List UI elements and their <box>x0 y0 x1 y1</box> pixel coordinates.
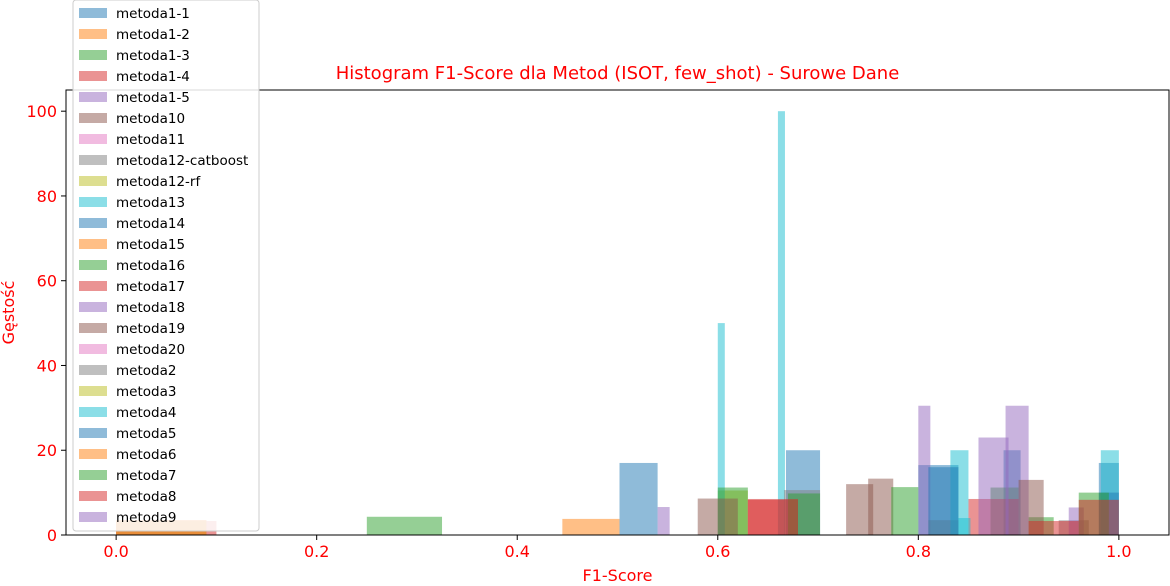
legend-swatch-metoda18 <box>79 302 107 312</box>
legend-label-metoda17: metoda17 <box>116 279 185 295</box>
x-tick-label: 0.6 <box>705 542 730 561</box>
legend-swatch-metoda15 <box>79 239 107 249</box>
bar-metoda8-2 <box>1028 521 1079 535</box>
bar-metoda1-3-0 <box>366 516 443 535</box>
bar-metoda13-0 <box>717 323 725 535</box>
y-tick-label: 80 <box>37 187 57 206</box>
legend: metoda1-1 metoda1-2 metoda1-3 metoda1-4 meto… <box>72 0 260 532</box>
legend-label-metoda1-4: metoda1-4 <box>116 69 190 85</box>
bars-layer <box>116 111 1119 535</box>
bar-metoda16-1 <box>891 487 919 535</box>
bar-metoda19-0 <box>697 498 738 535</box>
y-tick-label: 20 <box>37 441 57 460</box>
legend-swatch-metoda12-rf <box>79 176 107 186</box>
legend-label-metoda2: metoda2 <box>116 363 176 379</box>
legend-swatch-metoda1-5 <box>79 92 107 102</box>
legend-label-metoda4: metoda4 <box>116 405 176 421</box>
y-tick-label: 0 <box>47 526 57 545</box>
legend-label-metoda14: metoda14 <box>116 216 185 232</box>
series-metoda5 <box>928 467 959 535</box>
bar-metoda15-0 <box>562 518 620 535</box>
legend-swatch-metoda17 <box>79 281 107 291</box>
chart-title: Histogram F1-Score dla Metod (ISOT, few_… <box>336 63 900 84</box>
bar-metoda13-1 <box>777 111 785 535</box>
legend-swatch-metoda20 <box>79 344 107 354</box>
x-tick-label: 1.0 <box>1106 542 1131 561</box>
series-metoda18 <box>1005 405 1084 535</box>
legend-label-metoda8: metoda8 <box>116 489 176 505</box>
bar-metoda1-5-0 <box>918 405 931 535</box>
legend-box <box>72 0 260 532</box>
y-tick-label: 40 <box>37 356 57 375</box>
series-metoda19 <box>697 479 1044 535</box>
legend-swatch-metoda16 <box>79 260 107 270</box>
y-axis-label: Gęstość <box>0 281 18 345</box>
legend-swatch-metoda9 <box>79 512 107 522</box>
series-metoda15 <box>562 518 620 535</box>
legend-swatch-metoda2 <box>79 365 107 375</box>
legend-swatch-metoda19 <box>79 323 107 333</box>
legend-label-metoda9: metoda9 <box>116 510 176 526</box>
legend-label-metoda12-catboost: metoda12-catboost <box>116 153 248 169</box>
bar-metoda8-1 <box>1078 499 1119 535</box>
y-axis: 0 20 40 60 80 100 <box>26 102 66 545</box>
legend-label-metoda6: metoda6 <box>116 447 176 463</box>
legend-label-metoda16: metoda16 <box>116 258 185 274</box>
legend-swatch-metoda13 <box>79 197 107 207</box>
legend-label-metoda10: metoda10 <box>116 111 185 127</box>
legend-label-metoda19: metoda19 <box>116 321 185 337</box>
legend-label-metoda13: metoda13 <box>116 195 185 211</box>
series-metoda9 <box>657 507 670 535</box>
legend-swatch-metoda5 <box>79 428 107 438</box>
legend-label-metoda18: metoda18 <box>116 300 185 316</box>
legend-label-metoda15: metoda15 <box>116 237 185 253</box>
series-metoda4 <box>958 518 971 535</box>
legend-swatch-metoda4 <box>79 407 107 417</box>
x-tick-label: 0.8 <box>906 542 931 561</box>
legend-label-metoda20: metoda20 <box>116 342 185 358</box>
legend-label-metoda7: metoda7 <box>116 468 176 484</box>
legend-swatch-metoda3 <box>79 386 107 396</box>
series-metoda1-5 <box>918 405 1009 535</box>
legend-swatch-metoda11 <box>79 134 107 144</box>
legend-swatch-metoda10 <box>79 113 107 123</box>
legend-label-metoda1-1: metoda1-1 <box>116 6 190 22</box>
legend-swatch-metoda14 <box>79 218 107 228</box>
x-tick-label: 0.2 <box>304 542 329 561</box>
bar-metoda9-0 <box>657 507 670 535</box>
legend-label-metoda11: metoda11 <box>116 132 185 148</box>
plot-frame <box>65 89 1170 536</box>
legend-label-metoda5: metoda5 <box>116 426 176 442</box>
legend-swatch-metoda12-catboost <box>79 155 107 165</box>
legend-label-metoda1-5: metoda1-5 <box>116 90 190 106</box>
x-tick-label: 0.4 <box>505 542 530 561</box>
x-tick-label: 0.0 <box>103 542 128 561</box>
legend-swatch-metoda1-4 <box>79 71 107 81</box>
bar-metoda8-0 <box>747 498 798 535</box>
legend-label-metoda1-3: metoda1-3 <box>116 48 190 64</box>
legend-swatch-metoda1-1 <box>79 8 107 18</box>
legend-label-metoda3: metoda3 <box>116 384 176 400</box>
series-metoda8 <box>747 498 1119 535</box>
series-metoda10 <box>846 478 894 535</box>
legend-swatch-metoda6 <box>79 449 107 459</box>
legend-label-metoda12-rf: metoda12-rf <box>116 174 201 190</box>
legend-swatch-metoda1-2 <box>79 29 107 39</box>
legend-swatch-metoda8 <box>79 491 107 501</box>
y-tick-label: 100 <box>26 102 57 121</box>
bar-metoda1-5-1 <box>978 437 1009 535</box>
bar-metoda1-1-0 <box>619 462 658 535</box>
y-tick-label: 60 <box>37 272 57 291</box>
bar-metoda4-0 <box>958 518 971 535</box>
legend-swatch-metoda7 <box>79 470 107 480</box>
legend-label-metoda1-2: metoda1-2 <box>116 27 190 43</box>
legend-swatch-metoda1-3 <box>79 50 107 60</box>
bar-metoda10-1 <box>868 478 894 535</box>
x-axis: 0.0 0.2 0.4 0.6 0.8 1.0 <box>103 535 1132 561</box>
bar-metoda5-0 <box>928 467 959 535</box>
x-axis-label: F1-Score <box>583 566 653 585</box>
